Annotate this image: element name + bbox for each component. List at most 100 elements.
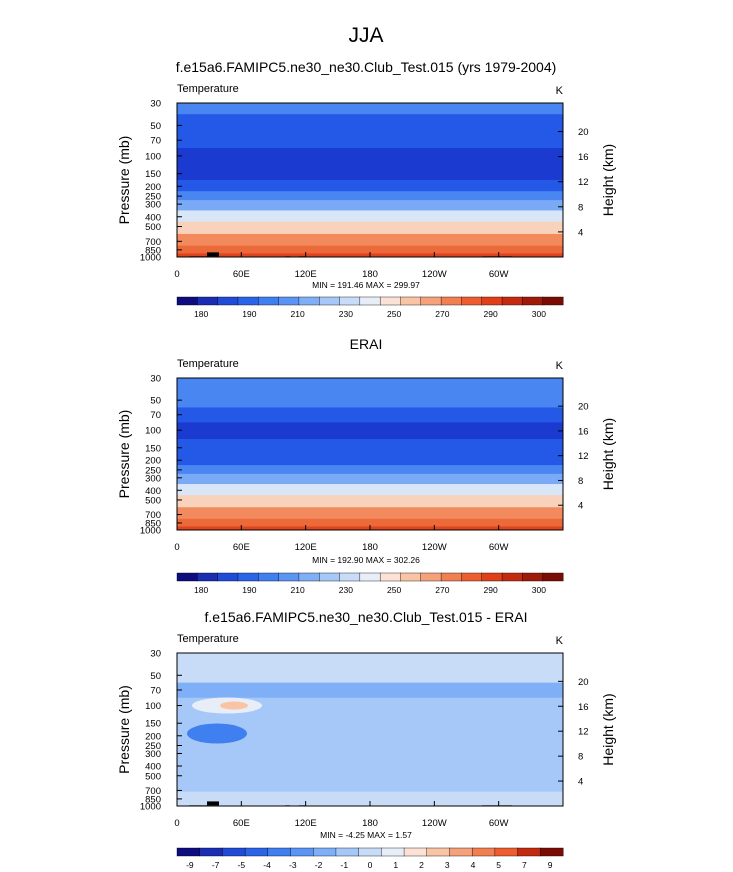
y-tick-label: 30 [150,649,161,660]
y-axis-label: Pressure (mb) [116,685,132,774]
colorbar-swatch [217,296,239,306]
colorbar-swatch [222,847,246,857]
y-tick-label: 250 [145,741,161,752]
colorbar-label: 7 [522,860,527,870]
colorbar-swatch [494,847,519,857]
colorbar-label: 270 [435,309,449,319]
colorbar-swatch [400,296,422,306]
field-group [177,103,563,257]
colorbar-swatch [501,572,523,582]
field-band [177,389,563,408]
colorbar-label: 0 [368,860,373,870]
field-band [177,191,563,201]
colorbar-label: 270 [435,585,449,595]
field-band [177,132,563,149]
x-tick-label: 120W [422,818,447,829]
y-tick-label: 70 [150,136,161,147]
panel-title: ERAI [350,336,383,352]
colorbar-swatch [501,296,523,306]
x-tick-label: 120W [422,269,447,280]
y-tick-label: 30 [150,99,161,110]
y-tick-label: 50 [150,396,161,407]
x-tick-label: 180 [362,818,378,829]
colorbar-swatch [278,572,300,582]
colorbar-swatch [290,847,314,857]
x-tick-label: 0 [174,269,179,280]
y2-tick-label: 4 [578,501,583,512]
colorbar-swatch [258,296,280,306]
colorbar-swatch [278,296,300,306]
colorbar-label: 2 [419,860,424,870]
colorbar-label: -4 [263,860,271,870]
y-tick-label: 300 [145,200,161,211]
x-tick-label: 60E [233,542,250,553]
y-tick-label: 30 [150,374,161,385]
colorbar-label: 1 [393,860,398,870]
colorbar-swatch [217,572,239,582]
colorbar-swatch [197,296,219,306]
colorbar-label: -9 [186,860,194,870]
y-tick-label: 50 [150,671,161,682]
y-tick-label: 700 [145,786,161,797]
y-tick-label: 200 [145,456,161,467]
cold-anomaly [187,723,247,744]
colorbar-swatch [258,572,280,582]
x-tick-label: 60W [489,818,509,829]
colorbar-swatch [449,847,473,857]
colorbar-swatch [313,847,337,857]
field-band [177,200,563,211]
x-tick-label: 0 [174,542,179,553]
field-band [177,759,563,772]
stats-line: MIN = -4.25 MAX = 1.57 [320,830,412,840]
field-band [177,518,563,527]
y-tick-label: 700 [145,237,161,248]
colorbar-swatch [267,847,292,857]
field-band [177,454,563,466]
field-group [177,653,563,806]
field-group [177,378,563,530]
y-tick-label: 500 [145,222,161,233]
colorbar-label: 180 [194,309,208,319]
y-tick-label: 400 [145,486,161,497]
field-band [177,729,563,742]
x-tick-label: 180 [362,269,378,280]
panel-left-label: Temperature [177,358,239,370]
y2-tick-label: 8 [578,476,583,487]
colorbar-label: 230 [339,309,353,319]
y-tick-label: 250 [145,465,161,476]
colorbar-swatch [481,296,503,306]
colorbar-label: 5 [496,860,501,870]
colorbar-swatch [542,572,564,582]
field-band [177,103,563,115]
y2-tick-label: 8 [578,752,583,763]
colorbar-swatch [197,572,219,582]
colorbar-swatch [244,847,269,857]
colorbar-swatch [400,572,422,582]
y2-tick-label: 20 [578,127,589,138]
y-tick-label: 500 [145,771,161,782]
panel-left-label: Temperature [177,633,239,645]
field-band [177,465,563,475]
colorbar-swatch [461,572,483,582]
field-band [177,221,563,235]
colorbar-label: 250 [387,585,401,595]
y2-axis-label: Height (km) [600,418,616,490]
y-tick-label: 200 [145,731,161,742]
y-tick-label: 1000 [140,253,161,264]
topography [207,801,219,806]
field-band [177,164,563,181]
y2-tick-label: 16 [578,426,589,437]
field-band [177,148,563,166]
colorbar-swatch [339,296,361,306]
colorbar-label: -1 [340,860,348,870]
colorbar-swatch [199,847,223,857]
y-tick-label: 150 [145,443,161,454]
panel-left-label: Temperature [177,83,239,95]
field-band [177,484,563,496]
colorbar-swatch [359,572,381,582]
colorbar-label: 190 [242,309,256,319]
y2-tick-label: 16 [578,702,589,713]
field-band [177,682,563,699]
y2-tick-label: 4 [578,777,583,788]
